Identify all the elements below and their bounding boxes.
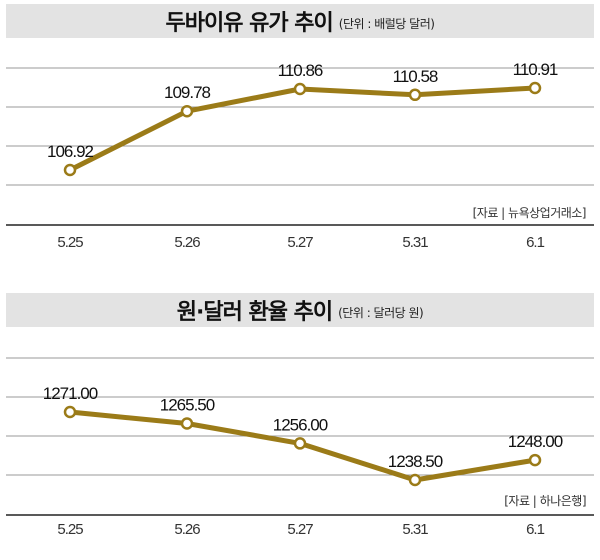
data-point	[63, 163, 77, 177]
x-tick-label: 5.26	[174, 234, 200, 251]
chart-unit: (단위 : 달러당 원)	[338, 306, 424, 320]
data-point	[293, 437, 307, 450]
chart-title-bar: 두바이유 유가 추이 (단위 : 배럴당 달러)	[6, 4, 594, 38]
x-tick-label: 5.25	[57, 521, 83, 538]
x-tick-label: 5.31	[402, 521, 428, 538]
x-tick-label: 5.27	[287, 521, 313, 538]
x-tick-label: 6.1	[526, 521, 545, 538]
data-label: 110.86	[278, 61, 323, 80]
data-point	[63, 405, 77, 419]
x-tick-label: 5.31	[402, 234, 428, 251]
source-note: [자료 | 하나은행]	[504, 494, 586, 508]
oil-price-chart: 두바이유 유가 추이 (단위 : 배럴당 달러) 106.92 109.78 110…	[0, 0, 600, 270]
data-point	[408, 473, 422, 487]
data-label: 1238.50	[388, 452, 443, 471]
data-point	[528, 453, 542, 467]
data-label: 109.78	[164, 83, 211, 102]
x-tick-label: 6.1	[526, 234, 545, 251]
data-point	[180, 104, 194, 118]
data-point	[180, 417, 194, 430]
data-label: 110.58	[393, 67, 438, 86]
x-tick-label: 5.27	[287, 234, 313, 251]
chart-title: 두바이유 유가 추이	[165, 11, 334, 36]
data-point	[408, 88, 422, 102]
chart-title-bar: 원·달러 환율 추이 (단위 : 달러당 원)	[6, 293, 594, 327]
data-label: 110.91	[513, 60, 558, 79]
data-point	[528, 81, 542, 95]
chart-unit: (단위 : 배럴당 달러)	[338, 17, 435, 31]
data-label: 1265.50	[160, 396, 215, 415]
data-label: 1256.00	[273, 415, 328, 434]
data-label: 1271.00	[43, 384, 98, 403]
x-tick-label: 5.26	[174, 521, 200, 538]
line-plot: 1271.00 1265.50 1256.00 1238.50 1248.00	[6, 357, 594, 516]
data-label: 1248.00	[508, 432, 563, 451]
data-point	[293, 82, 307, 96]
data-label: 106.92	[47, 142, 94, 161]
source-note: [자료 | 뉴욕상업거래소]	[472, 206, 587, 220]
line-plot: 106.92 109.78 110.86 110.58 110.91	[6, 60, 594, 226]
x-tick-label: 5.25	[57, 234, 83, 251]
chart-title: 원·달러 환율 추이	[176, 300, 333, 325]
